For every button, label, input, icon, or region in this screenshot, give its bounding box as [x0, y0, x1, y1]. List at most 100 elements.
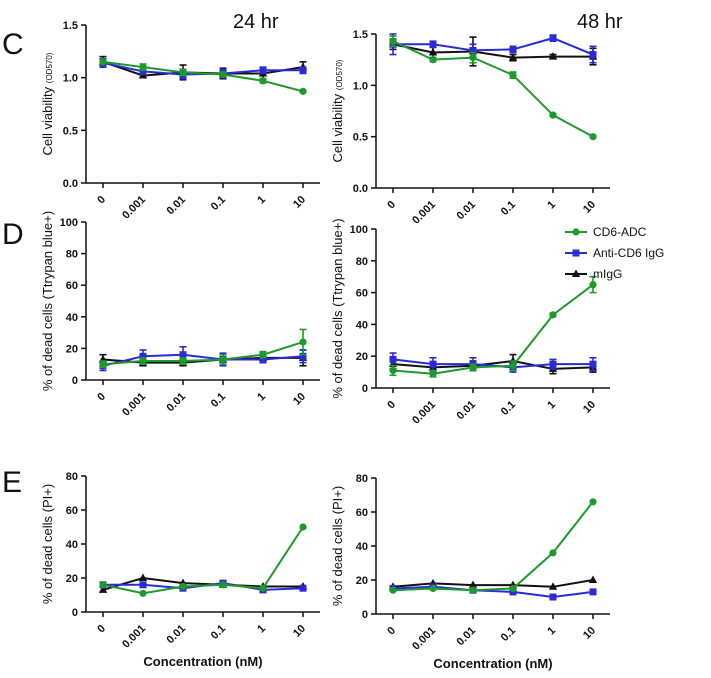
data-point-triangle: [548, 52, 558, 60]
chart-e-48-hr: 0 20 40 60 80 0 0.001 0.01 0.1 1 10 % of dead cells…: [330, 473, 610, 671]
chart-c-24-hr: 0.0 0.5 1.0 1.5 0 0.001 0.01 0.1 1 10 Cell viabili…: [40, 20, 320, 222]
data-point-circle: [139, 63, 147, 71]
data-point-circle: [219, 355, 227, 364]
x-tick-label: 1: [255, 194, 268, 207]
data-point-triangle: [138, 573, 148, 581]
data-point-square: [429, 360, 437, 368]
x-tick-label: 0: [95, 623, 108, 636]
x-tick-label: 0: [95, 391, 108, 404]
y-tick-label: 40: [356, 319, 368, 331]
x-tick-label: 0.01: [164, 194, 188, 218]
legend-item-migg: mIgG: [565, 267, 622, 281]
y-tick-label: 0.5: [353, 132, 368, 144]
y-tick-label: 60: [356, 288, 368, 300]
legend-label: CD6-ADC: [593, 225, 647, 239]
data-point-circle: [589, 133, 597, 141]
y-tick-label: 1.5: [353, 29, 368, 41]
x-tick-label: 0.01: [454, 199, 478, 223]
x-tick-label: 0.1: [209, 623, 228, 642]
data-point-circle: [179, 357, 187, 365]
y-tick-label: 1.5: [63, 20, 78, 32]
y-axis-title-unit: (OD570): [45, 52, 54, 83]
data-point-circle: [389, 366, 397, 375]
x-tick-label: 0.001: [410, 399, 438, 427]
x-tick-label: 0: [385, 399, 398, 412]
legend-item-anti-cd6-igg: Anti-CD6 IgG: [565, 246, 664, 260]
legend-marker-square: [572, 249, 580, 257]
data-point-square: [589, 360, 597, 368]
panel-letter-e: E: [2, 466, 22, 499]
legend: CD6-ADC Anti-CD6 IgG mIgG: [565, 225, 664, 281]
x-tick-label: 0.01: [164, 623, 188, 647]
time-label-24hr: 24 hr: [233, 11, 279, 33]
y-tick-label: 0: [362, 383, 368, 395]
data-point-square: [299, 352, 307, 360]
series-line-cd6-adc: [392, 501, 594, 592]
x-tick-label: 0.01: [454, 399, 478, 423]
series-anti-cd6-igg: [389, 33, 597, 64]
series-line-cd6-adc: [392, 283, 594, 375]
y-tick-label: 100: [60, 217, 78, 229]
data-point-circle: [259, 584, 267, 592]
data-point-square: [549, 593, 557, 601]
data-point-circle: [139, 357, 147, 365]
data-point-square: [259, 355, 267, 363]
series-line-migg: [392, 579, 594, 588]
x-tick-label: 10: [291, 391, 308, 408]
y-tick-label: 0.0: [63, 178, 78, 190]
data-point-circle: [549, 311, 557, 319]
x-tick-label: 10: [291, 194, 308, 211]
x-tick-label: 1: [545, 399, 558, 412]
series-line-migg: [392, 43, 593, 59]
y-axis-title-main: Cell viability: [330, 90, 345, 162]
y-axis-title: % of dead cells (PI+): [40, 484, 55, 604]
data-point-circle: [469, 586, 477, 594]
x-tick-label: 0.01: [164, 391, 188, 415]
data-point-circle: [549, 549, 557, 557]
data-point-circle: [429, 584, 437, 593]
series-anti-cd6-igg: [99, 57, 307, 80]
y-tick-label: 20: [356, 351, 368, 363]
series-line-anti-cd6-igg: [393, 37, 594, 56]
data-point-circle: [299, 87, 307, 95]
data-point-circle: [259, 351, 267, 359]
y-axis-title: % of dead cells (PI+): [330, 486, 345, 606]
y-tick-label: 0.5: [63, 125, 78, 137]
data-point-square: [389, 355, 397, 363]
y-tick-label: 80: [66, 471, 78, 483]
data-point-triangle: [428, 47, 438, 56]
series-cd6-adc: [389, 498, 597, 594]
chart-c-48-hr: 0.0 0.5 1.0 1.5 0 0.001 0.01 0.1 1 10 Cell viabili…: [330, 29, 610, 227]
y-tick-label: 20: [66, 343, 78, 355]
data-point-circle: [179, 582, 187, 591]
data-point-square: [299, 584, 307, 592]
data-point-circle: [509, 362, 517, 370]
legend-label: Anti-CD6 IgG: [593, 246, 664, 260]
data-point-circle: [509, 71, 517, 79]
chart-d-48-hr: 0 20 40 60 80 100 0 0.001 0.01 0.1 1 10 % of dead ce…: [330, 218, 610, 427]
data-point-circle: [549, 111, 557, 119]
y-tick-label: 0.0: [353, 183, 368, 195]
series-line-cd6-adc: [102, 526, 304, 595]
x-tick-label: 0.001: [410, 199, 438, 227]
y-tick-label: 80: [66, 249, 78, 261]
data-point-square: [549, 360, 557, 368]
data-point-square: [139, 581, 147, 589]
y-axis-title-main: % of dead cells (PI+): [330, 486, 345, 606]
y-tick-label: 60: [66, 505, 78, 517]
y-tick-label: 20: [356, 575, 368, 587]
y-tick-label: 1.0: [63, 73, 78, 85]
data-point-circle: [429, 56, 437, 64]
data-point-circle: [179, 68, 187, 76]
x-tick-label: 0: [385, 625, 398, 638]
data-point-circle: [219, 581, 227, 589]
y-tick-label: 60: [66, 280, 78, 292]
data-point-triangle: [548, 582, 558, 590]
data-point-circle: [99, 360, 107, 368]
y-tick-label: 40: [356, 541, 368, 553]
legend-item-cd6-adc: CD6-ADC: [565, 225, 647, 239]
data-point-circle: [389, 37, 397, 45]
series-line-cd6-adc: [392, 40, 594, 138]
y-axis-title-main: % of dead cells (PI+): [40, 484, 55, 604]
